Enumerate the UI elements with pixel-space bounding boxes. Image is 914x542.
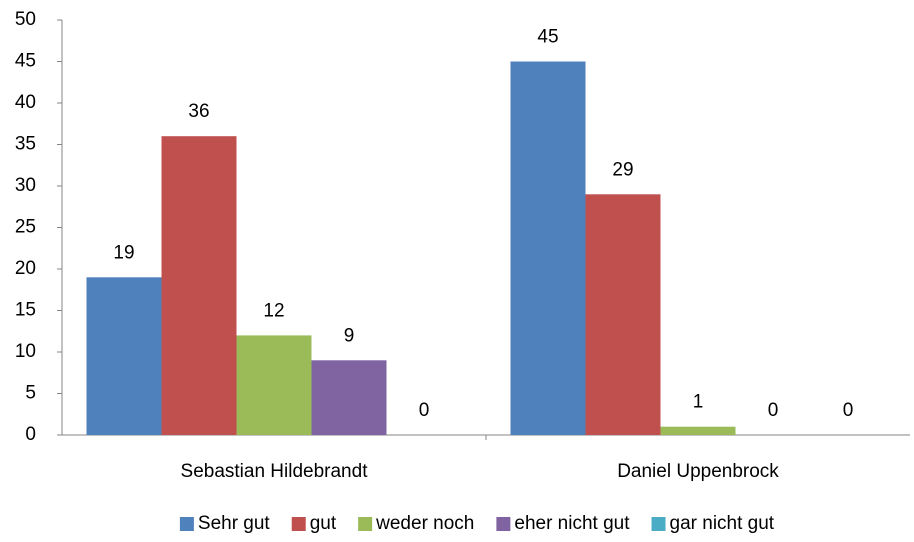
legend-label: gut (310, 513, 337, 534)
y-tick-label: 30 (15, 175, 36, 196)
data-label: 0 (419, 400, 430, 421)
x-tick-label: Sebastian Hildebrandt (181, 461, 369, 482)
bar (161, 136, 237, 435)
legend-swatch (651, 517, 666, 531)
legend-swatch (179, 517, 194, 531)
y-tick-label: 5 (25, 383, 36, 404)
y-tick-label: 10 (15, 341, 36, 362)
y-tick-label: 40 (15, 92, 36, 113)
bar (510, 61, 586, 435)
legend-swatch (358, 517, 373, 531)
legend-swatch (291, 517, 306, 531)
data-label: 36 (188, 101, 209, 122)
bar (311, 360, 387, 435)
y-tick-label: 45 (15, 51, 36, 72)
bar (86, 277, 162, 435)
y-tick-label: 50 (15, 9, 36, 30)
x-tick-label: Daniel Uppenbrock (617, 461, 779, 482)
bar (236, 335, 312, 435)
bar (660, 426, 736, 435)
y-tick-label: 0 (25, 424, 36, 445)
data-label: 19 (113, 242, 134, 263)
data-label: 0 (843, 400, 854, 421)
data-label: 12 (263, 300, 284, 321)
y-tick-label: 15 (15, 300, 36, 321)
y-tick-label: 35 (15, 134, 36, 155)
legend-label: gar nicht gut (670, 513, 775, 534)
bar (585, 194, 661, 435)
y-tick-label: 20 (15, 258, 36, 279)
legend-swatch (496, 517, 511, 531)
data-label: 29 (612, 159, 633, 180)
legend-label: Sehr gut (198, 513, 271, 534)
data-label: 1 (693, 392, 704, 413)
data-label: 0 (768, 400, 779, 421)
legend: Sehr gut gut weder noch eher nicht gut gar n… (179, 513, 775, 534)
y-tick-label: 25 (15, 217, 36, 238)
legend-label: eher nicht gut (514, 513, 630, 534)
data-label: 9 (344, 325, 355, 346)
legend-label: weder noch (375, 513, 474, 534)
data-label: 45 (537, 27, 558, 48)
